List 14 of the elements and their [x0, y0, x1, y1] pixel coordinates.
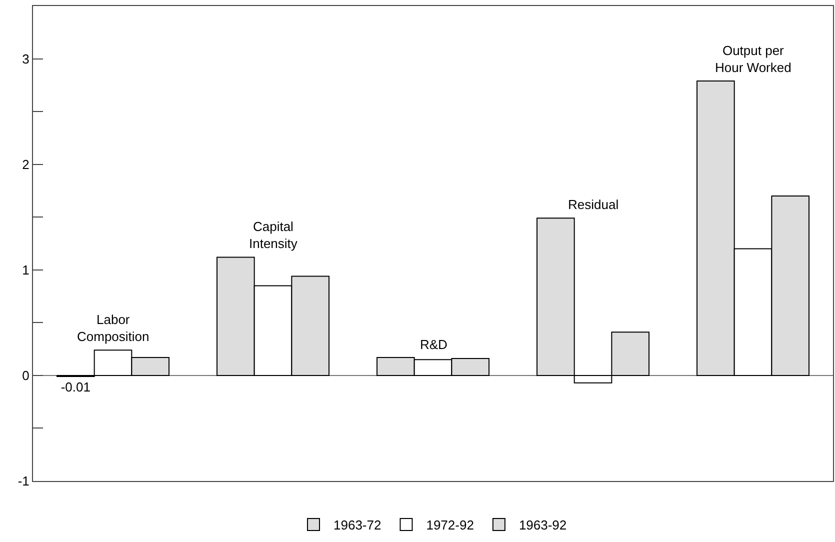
x-tick-label: Capital Intensity — [249, 219, 298, 251]
x-tick-label: Output per Hour Worked — [715, 43, 792, 75]
y-tick-label: 2 — [22, 156, 30, 172]
legend-label: 1963-72 — [334, 518, 382, 533]
x-tick-label: Labor Composition — [77, 312, 150, 344]
y-tick-label: 1 — [22, 262, 30, 278]
legend-label: 1972-92 — [426, 518, 474, 533]
y-tick-label: 0 — [22, 368, 30, 383]
y-tick-label: -1 — [18, 474, 30, 489]
legend-label: 1963-92 — [518, 518, 567, 533]
data-label: -0.01 — [60, 380, 90, 394]
y-tick-label: 3 — [22, 51, 30, 66]
x-tick-label: Residual — [568, 197, 619, 212]
x-tick-label: R&D — [420, 337, 448, 352]
